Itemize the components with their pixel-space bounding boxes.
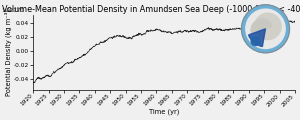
Circle shape: [242, 5, 290, 53]
Wedge shape: [255, 13, 281, 40]
Circle shape: [246, 9, 285, 48]
Wedge shape: [249, 29, 266, 47]
Y-axis label: Potential Density (kg m⁻³): Potential Density (kg m⁻³): [5, 9, 12, 96]
X-axis label: Time (yr): Time (yr): [149, 109, 179, 115]
Title: Volume-Mean Potential Density in Amundsen Sea Deep (-1000.0 < z < -400.0 m): Volume-Mean Potential Density in Amundse…: [2, 5, 300, 14]
Text: 1.02770: 1.02770: [2, 8, 25, 13]
Wedge shape: [251, 19, 272, 34]
Circle shape: [251, 37, 260, 46]
